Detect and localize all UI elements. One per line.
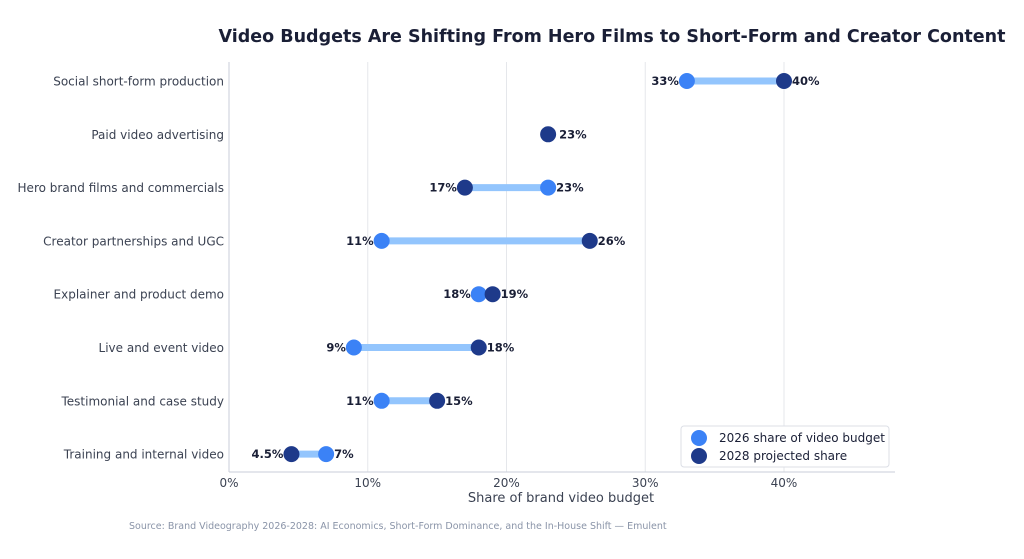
dot-2028	[581, 232, 598, 249]
value-label-high: 40%	[792, 74, 820, 88]
dot-2026	[345, 339, 362, 356]
dot-2028	[429, 392, 446, 409]
category-label: Social short-form production	[53, 75, 224, 89]
dot-2026	[373, 392, 390, 409]
x-axis-title: Share of brand video budget	[468, 491, 654, 506]
value-label-low: 18%	[443, 287, 471, 301]
gridlines	[367, 62, 785, 472]
dot-2028	[456, 179, 473, 196]
value-label: 23%	[559, 127, 587, 141]
legend-marker-2026	[691, 430, 707, 446]
category-labels: Social short-form production Paid video a…	[18, 75, 224, 462]
dot-2026	[540, 179, 557, 196]
chart-title: Video Budgets Are Shifting From Hero Fil…	[219, 27, 1006, 47]
value-label-high: 18%	[487, 341, 515, 355]
dot-2026	[678, 73, 695, 89]
dot-2028	[470, 339, 487, 356]
legend-box	[680, 425, 890, 468]
dot-2028	[540, 126, 557, 143]
x-tick-label: 40%	[771, 476, 798, 490]
legend-marker-2028	[691, 448, 707, 464]
category-label: Live and event video	[99, 341, 224, 355]
category-label: Testimonial and case study	[60, 394, 224, 408]
dot-2028	[283, 446, 300, 463]
category-label: Hero brand films and commercials	[18, 181, 224, 195]
category-label: Explainer and product demo	[54, 288, 224, 302]
value-label-low: 33%	[651, 74, 679, 88]
dot-2026	[373, 232, 390, 249]
value-label-low: 17%	[429, 181, 457, 195]
x-tick-label: 30%	[632, 476, 659, 490]
x-tick-label: 0%	[219, 476, 238, 490]
value-label-low: 4.5%	[252, 447, 284, 461]
value-label-low: 11%	[346, 234, 374, 248]
dot-2026	[470, 286, 487, 303]
value-label-low: 9%	[326, 341, 346, 355]
value-label-high: 7%	[334, 447, 354, 461]
value-label-high: 15%	[445, 394, 473, 408]
x-axis: 0% 10% 20% 30% 40%	[219, 62, 895, 490]
legend-label-2026: 2026 share of video budget	[719, 431, 885, 445]
value-label-high: 26%	[598, 234, 626, 248]
x-tick-label: 10%	[354, 476, 381, 490]
dot-2028	[484, 286, 501, 303]
category-label: Creator partnerships and UGC	[43, 234, 224, 248]
value-label-low: 11%	[346, 394, 374, 408]
legend: 2026 share of video budget 2028 projecte…	[680, 425, 890, 468]
data-marks: 33% 40% 23% 17% 23% 11% 26% 18% 19% 9% 18% 11% 15% 4.…	[252, 73, 820, 463]
x-tick-label: 20%	[493, 476, 520, 490]
value-label-high: 19%	[501, 287, 529, 301]
value-label-high: 23%	[556, 181, 584, 195]
source-note: Source: Brand Videography 2026-2028: AI …	[129, 521, 667, 532]
legend-label-2028: 2028 projected share	[719, 449, 847, 463]
category-label: Training and internal video	[63, 448, 224, 462]
category-label: Paid video advertising	[91, 128, 224, 142]
dot-2026	[318, 446, 335, 463]
dot-2028	[776, 73, 792, 89]
